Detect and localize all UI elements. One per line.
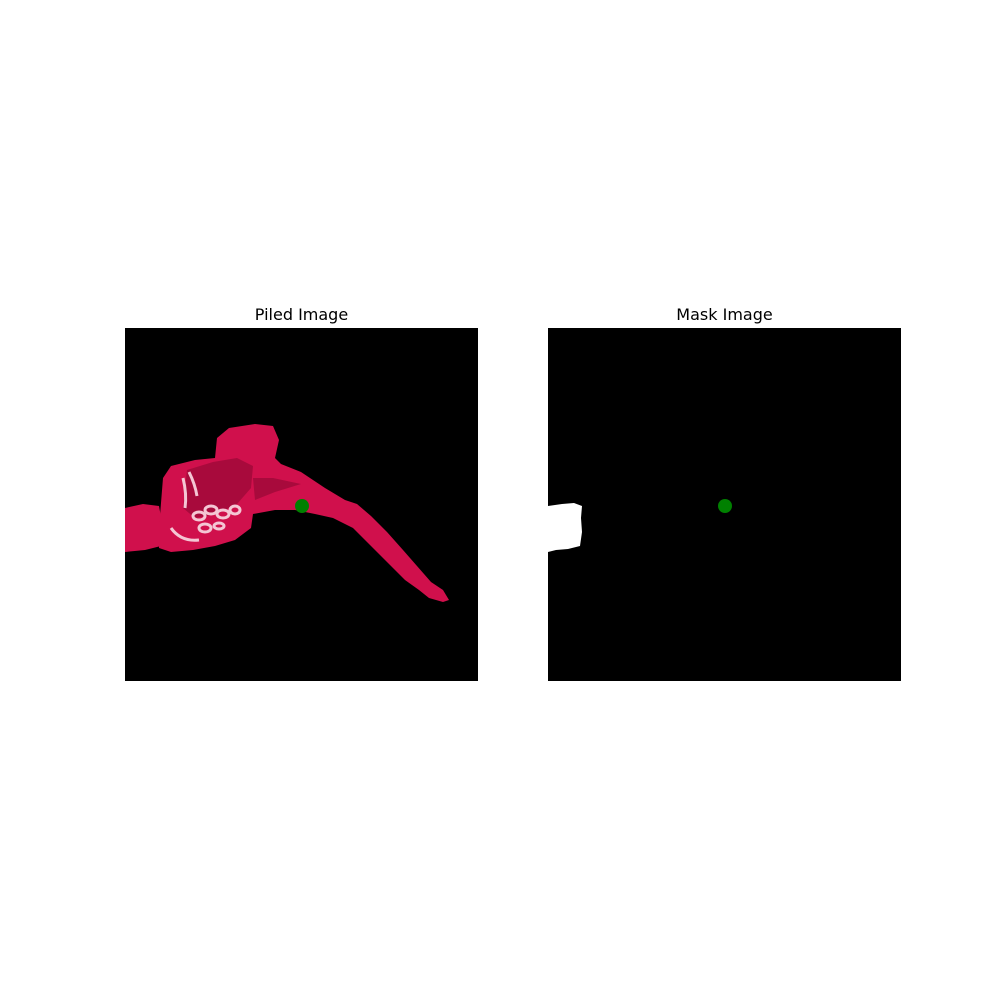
- cloth-fold-crease: [253, 478, 301, 500]
- mask-region: [548, 503, 582, 552]
- mask-image-canvas: [548, 328, 901, 681]
- piled-image-canvas: [125, 328, 478, 681]
- mask-image-marker: [718, 499, 732, 513]
- piled-image-marker: [295, 499, 309, 513]
- mask-image-panel: [548, 328, 901, 681]
- cloth-left-fold: [125, 504, 163, 552]
- mask-image-title: Mask Image: [676, 305, 773, 324]
- piled-image-title: Piled Image: [254, 305, 349, 324]
- cloth-pattern: [169, 471, 242, 542]
- piled-image-panel: [125, 328, 478, 681]
- cloth-fold-shadow: [183, 458, 253, 518]
